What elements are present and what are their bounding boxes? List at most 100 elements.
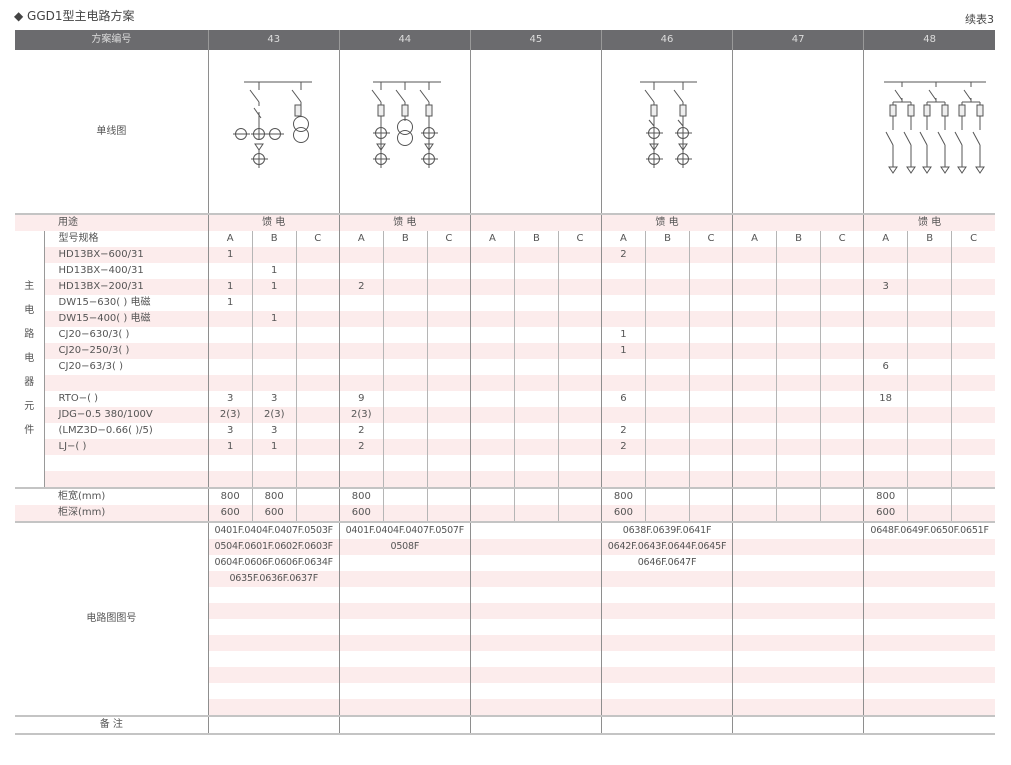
cell-48B	[907, 343, 952, 359]
cell-46B	[644, 391, 690, 407]
cell-45C	[557, 279, 602, 295]
circuit-number-row: 0635F.0636F.0637F	[15, 571, 995, 587]
cell-45A	[469, 407, 515, 423]
cell-45A	[469, 327, 515, 343]
circuit-number-43	[207, 603, 340, 619]
scheme-number-48: 48	[863, 30, 995, 50]
cell-47A	[732, 247, 777, 263]
cell-48B	[907, 423, 952, 439]
cell-43B: 1	[251, 311, 297, 327]
cell-44A	[338, 311, 384, 327]
cell-43B	[251, 327, 297, 343]
cell-44C	[426, 505, 471, 522]
cell-48A	[863, 423, 908, 439]
cell-48A	[863, 455, 908, 471]
cell-46A	[600, 359, 646, 375]
cell-43B	[251, 343, 297, 359]
subcol-A: A	[732, 231, 777, 247]
component-label: CJ20−63/3( )	[58, 361, 123, 372]
cell-44B	[382, 279, 428, 295]
cell-47A	[732, 391, 777, 407]
cell-43C	[295, 487, 340, 505]
cell-46C	[689, 439, 733, 455]
circuit-number-44	[338, 651, 471, 667]
component-row: HD13BX−600/31 1 2	[15, 247, 995, 263]
cell-45C	[557, 247, 602, 263]
cell-47C	[820, 487, 864, 505]
cell-46B	[644, 327, 690, 343]
circuit-number-46: 0642F.0643F.0644F.0645F	[600, 539, 733, 555]
cell-44A: 600	[338, 505, 384, 522]
cell-48B	[907, 391, 952, 407]
remark-label: 备 注	[15, 715, 209, 735]
cell-43A	[207, 263, 253, 279]
circuit-number-48	[863, 651, 995, 667]
diagram-45-symbol	[471, 50, 601, 207]
purpose-row: 用途馈 电馈 电馈 电馈 电	[15, 213, 995, 231]
circuit-number-row	[15, 699, 995, 716]
cell-44C	[426, 487, 471, 505]
circuit-number-43: 0504F.0601F.0602F.0603F	[207, 539, 340, 555]
diagram-48	[863, 50, 995, 215]
circuit-number-44: 0401F.0404F.0407F.0507F	[338, 521, 471, 539]
cell-47A	[732, 311, 777, 327]
single-line-diagram-row: 单线图	[15, 50, 995, 215]
circuit-number-43	[207, 651, 340, 667]
cell-47A	[732, 279, 777, 295]
cell-47B	[776, 505, 821, 522]
cell-44B	[382, 295, 428, 311]
cell-44B	[382, 423, 428, 439]
cell-44A	[338, 263, 384, 279]
cell-48C	[951, 343, 995, 359]
circuit-number-row: 0604F.0606F.0606F.0634F 0646F.0647F	[15, 555, 995, 571]
cell-44B	[382, 487, 428, 505]
cell-48B	[907, 505, 952, 522]
circuit-number-45	[469, 539, 602, 555]
cell-48A	[863, 327, 908, 343]
diagram-43-symbol	[232, 81, 312, 168]
cell-45B	[513, 487, 559, 505]
cell-46B	[644, 247, 690, 263]
cell-45B	[513, 327, 559, 343]
component-label: (LMZ3D−0.66( )/5)	[58, 425, 153, 436]
cell-46B	[644, 439, 690, 455]
cell-43B: 1	[251, 439, 297, 455]
cell-45B	[513, 455, 559, 471]
cell-47C	[820, 311, 864, 327]
cell-44A	[338, 295, 384, 311]
cell-47A	[732, 439, 777, 455]
cell-46A: 600	[600, 505, 646, 522]
purpose-43: 馈 电	[207, 213, 340, 231]
cell-48C	[951, 375, 995, 391]
subcol-B: B	[907, 231, 952, 247]
cell-45C	[557, 407, 602, 423]
cell-44B	[382, 247, 428, 263]
cell-48A	[863, 407, 908, 423]
cell-45C	[557, 505, 602, 522]
cell-48C	[951, 455, 995, 471]
cell-46A	[600, 263, 646, 279]
subcol-C: C	[557, 231, 602, 247]
cell-46A	[600, 471, 646, 488]
cell-47A	[732, 471, 777, 488]
cell-43C	[295, 247, 340, 263]
cell-48A	[863, 311, 908, 327]
diagram-44-symbol	[371, 81, 441, 168]
cell-46B	[644, 407, 690, 423]
cell-44A: 2	[338, 279, 384, 295]
circuit-number-45	[469, 555, 602, 571]
cell-43A: 1	[207, 295, 253, 311]
component-row: RTO−( ) 3 3 9 6 18	[15, 391, 995, 407]
cell-48B	[907, 295, 952, 311]
cell-48A	[863, 247, 908, 263]
cell-48C	[951, 279, 995, 295]
cell-43C	[295, 455, 340, 471]
subcol-A: A	[469, 231, 515, 247]
circuit-number-44	[338, 619, 471, 635]
purpose-47	[732, 213, 864, 231]
cell-47B	[776, 295, 821, 311]
component-label: HD13BX−400/31	[58, 265, 144, 276]
cell-46C	[689, 343, 733, 359]
cell-47A	[732, 423, 777, 439]
diagram-44	[338, 50, 471, 215]
